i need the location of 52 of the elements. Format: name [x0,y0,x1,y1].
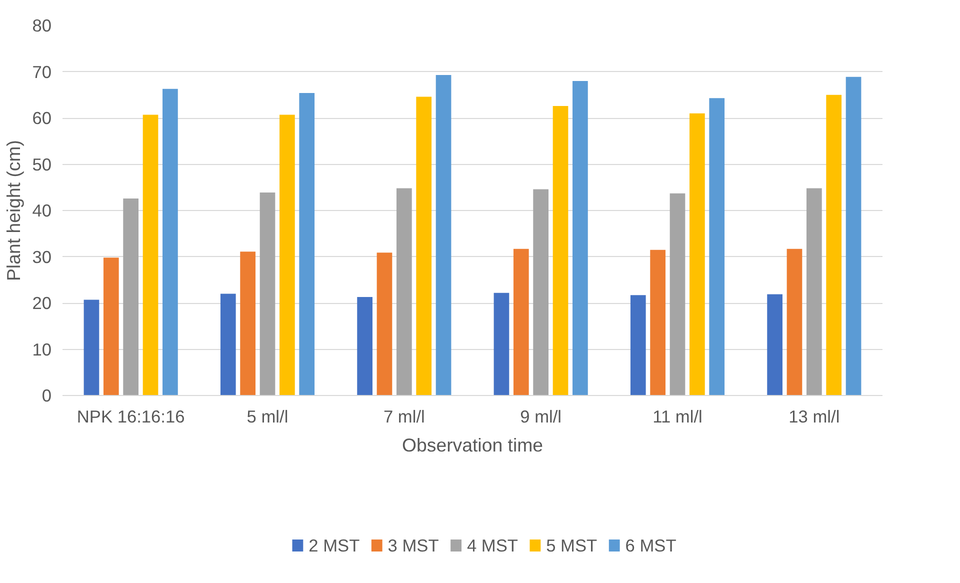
bar [103,258,119,396]
x-tick-label: 7 ml/l [383,406,425,426]
x-axis-title: Observation time [402,434,544,456]
bar [299,93,315,396]
bar [709,98,725,396]
bar [396,188,412,396]
bar [846,76,862,396]
bar [690,113,705,396]
y-tick-label: 0 [42,386,52,406]
bar [767,294,782,396]
y-tick-label: 40 [32,200,52,220]
y-tick-label: 30 [32,246,52,267]
y-axis-title: Plant height (cm) [3,140,24,282]
legend-label: 3 MST [388,536,440,556]
bar [240,252,256,396]
legend-label: 2 MST [308,536,360,556]
bar [280,114,295,396]
y-tick-label: 70 [32,62,52,82]
y-tick-label: 80 [32,16,52,36]
bar [416,96,432,396]
x-tick-label: 13 ml/l [788,406,840,426]
bar [533,189,549,396]
y-tick-label: 20 [32,293,52,313]
bar [572,81,588,396]
x-tick-label: 11 ml/l [652,406,702,426]
bar [826,94,842,396]
bar [552,106,568,396]
bar [123,198,139,396]
bar [630,295,646,396]
bar [670,193,686,396]
bar [376,252,392,396]
bar [436,74,452,396]
x-tick-label: 9 ml/l [520,406,562,426]
x-tick-label: 5 ml/l [246,406,288,426]
y-tick-label: 60 [32,108,52,128]
bar [513,248,529,396]
bar [806,188,822,396]
bar [162,88,178,396]
bar [650,250,666,396]
bar [84,300,100,396]
bar [357,296,372,396]
bar [786,248,802,396]
legend-label: 4 MST [466,536,518,556]
x-tick-label: NPK 16:16:16 [76,406,185,426]
bar [260,192,276,396]
bar [494,292,510,396]
y-tick-label: 10 [32,339,52,360]
bar [220,294,236,396]
legend-label: 6 MST [625,536,677,556]
y-tick-label: 50 [32,154,52,174]
legend-label: 5 MST [546,536,598,556]
bar [142,114,158,396]
